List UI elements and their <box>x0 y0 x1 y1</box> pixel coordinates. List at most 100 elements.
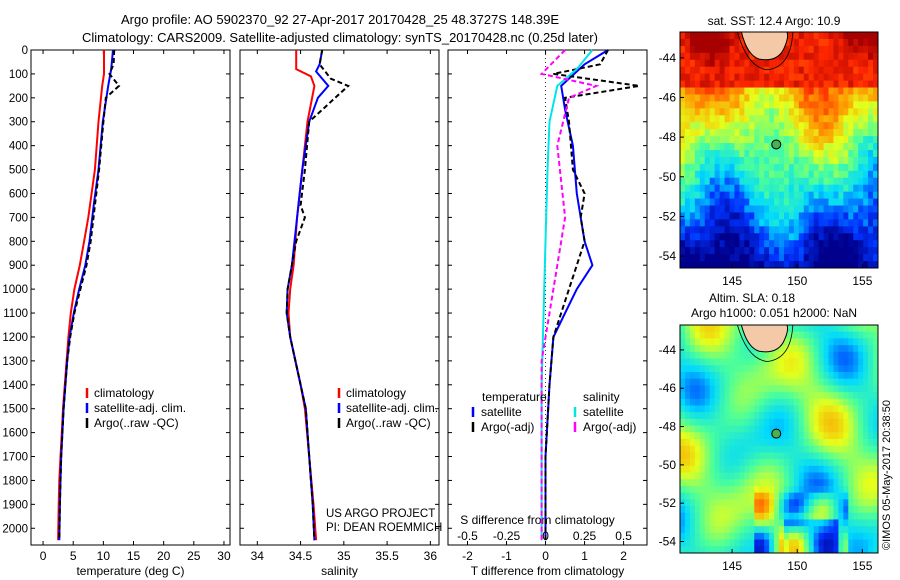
map-cell <box>798 506 805 514</box>
map-cell <box>793 371 800 380</box>
map-cell <box>873 261 879 269</box>
map-cell <box>699 465 706 473</box>
map-cell <box>719 198 725 206</box>
map-cell <box>779 87 785 95</box>
map-cell <box>724 184 730 193</box>
map-cell <box>828 452 834 460</box>
map-cell <box>838 233 844 241</box>
map-cell <box>863 445 869 453</box>
map-cell <box>689 94 696 102</box>
map-cell <box>828 156 834 165</box>
map-cell <box>873 66 879 75</box>
map-cell <box>699 351 706 359</box>
map-cell <box>774 499 780 507</box>
map-cell <box>779 452 785 460</box>
map-cell <box>709 219 716 227</box>
map-cell <box>684 325 691 333</box>
map-cell <box>858 472 864 480</box>
map-cell <box>724 101 730 109</box>
map-cell <box>808 261 815 269</box>
map-cell <box>714 512 720 520</box>
map-cell <box>774 351 780 359</box>
map-cell <box>838 150 844 158</box>
map-cell <box>813 191 819 199</box>
map-cell <box>779 177 785 186</box>
map-cell <box>749 170 755 179</box>
map-cell <box>828 371 834 380</box>
map-cell <box>858 52 864 61</box>
map-cell <box>868 499 874 507</box>
map-cell <box>699 365 706 373</box>
map-cell <box>734 170 740 179</box>
map-cell <box>833 465 839 473</box>
map-cell <box>793 261 800 269</box>
map-cell <box>759 80 765 88</box>
map-cell <box>818 439 824 447</box>
map-cell <box>828 445 834 453</box>
map-cell <box>754 492 760 500</box>
map-cell <box>779 532 785 540</box>
map-cell <box>774 73 780 81</box>
map-cell <box>704 115 711 123</box>
map-cell <box>774 233 780 241</box>
map-cell <box>769 254 775 262</box>
map-cell <box>774 254 780 262</box>
map-cell <box>774 452 780 460</box>
map-cell <box>764 240 770 248</box>
map-cell <box>843 385 849 393</box>
map-cell <box>694 338 701 346</box>
map-cell <box>853 351 859 359</box>
map-cell <box>749 465 755 473</box>
map-cell <box>734 226 740 234</box>
x-tick-label: 2 <box>620 549 627 563</box>
map-cell <box>818 94 824 102</box>
map-cell <box>680 261 686 269</box>
map-cell <box>739 163 745 172</box>
map-cell <box>853 122 859 130</box>
map-cell <box>714 108 720 116</box>
map-cell <box>714 32 720 40</box>
map-cell <box>798 170 805 179</box>
map-cell <box>729 66 735 75</box>
map-cell <box>694 115 701 123</box>
map-cell <box>783 452 790 460</box>
map-cell <box>729 94 735 102</box>
map-cell <box>680 385 686 393</box>
map-cell <box>714 198 720 206</box>
map-cell <box>754 519 760 527</box>
map-cell <box>754 94 760 102</box>
map-cell <box>749 184 755 193</box>
map-cell <box>858 66 864 75</box>
map-cell <box>828 492 834 500</box>
map-cell <box>858 492 864 500</box>
map-cell <box>793 150 800 158</box>
map-cell <box>684 546 691 554</box>
map-cell <box>719 45 725 54</box>
map-cell <box>833 432 839 440</box>
map-cell <box>808 150 815 158</box>
map-cell <box>714 345 720 353</box>
map-cell <box>749 358 755 366</box>
map-cell <box>709 479 716 487</box>
map-cell <box>838 546 844 554</box>
map-cell <box>828 325 834 333</box>
map-cell <box>759 546 765 554</box>
map-cell <box>734 108 740 116</box>
map-cell <box>783 365 790 373</box>
map-cell <box>724 247 730 255</box>
map-cell <box>798 445 805 453</box>
map-cell <box>754 129 760 137</box>
map-cell <box>749 205 755 213</box>
map-cell <box>863 170 869 179</box>
map-cell <box>729 371 735 380</box>
map-cell <box>823 371 829 380</box>
map-cell <box>808 398 815 406</box>
x-tick-label: -2 <box>462 549 473 563</box>
map-cell <box>858 546 864 554</box>
map-cell <box>764 485 770 494</box>
y-tick-label: 1300 <box>2 356 28 368</box>
map-cell <box>739 412 745 420</box>
map-cell <box>759 170 765 179</box>
map-cell <box>689 331 696 339</box>
map-cell <box>868 358 874 366</box>
